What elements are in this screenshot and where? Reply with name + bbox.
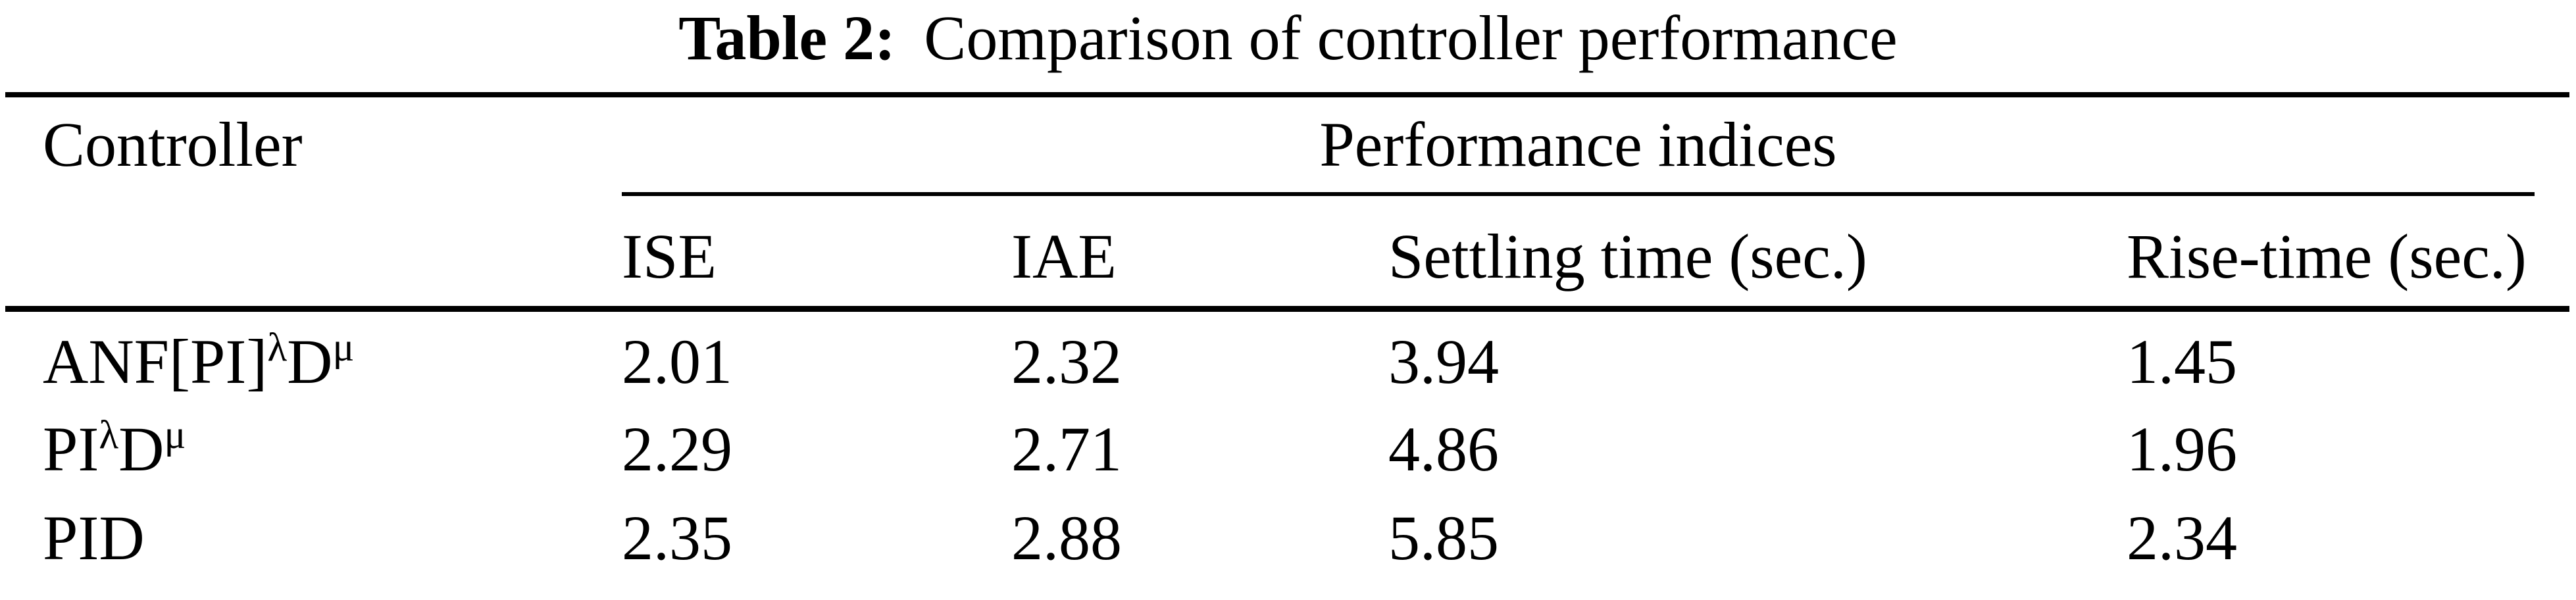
table-caption-label: Table 2:	[678, 3, 896, 73]
group-header-performance-indices: Performance indices	[1319, 109, 1837, 180]
table-cell-settling-time: 5.85	[1388, 503, 1499, 573]
table-cell-ise: 2.01	[622, 326, 732, 397]
controller-name: PID	[43, 503, 145, 573]
table-cell-iae: 2.32	[1011, 326, 1122, 397]
table-caption: Table 2: Comparison of controller perform…	[0, 7, 2576, 70]
superscript-mu: μ	[164, 413, 186, 458]
header-bottom-rule	[5, 306, 2569, 312]
column-header-rise-time: Rise-time (sec.)	[2127, 221, 2527, 291]
top-rule	[5, 92, 2569, 97]
controller-name: PIλDμ	[43, 413, 186, 484]
table-caption-text: Comparison of controller performance	[924, 3, 1898, 73]
table-cell-rise-time: 2.34	[2127, 503, 2237, 573]
table-cell-rise-time: 1.45	[2127, 326, 2237, 397]
table-cell-iae: 2.71	[1011, 414, 1122, 484]
superscript-lambda: λ	[267, 325, 288, 370]
superscript-lambda: λ	[99, 413, 119, 458]
column-header-settling-time: Settling time (sec.)	[1388, 221, 1867, 291]
controller-name: ANF[PI]λDμ	[43, 325, 355, 397]
table-cell-ise: 2.35	[622, 503, 732, 573]
table-cell-rise-time: 1.96	[2127, 414, 2237, 484]
table-cell-settling-time: 4.86	[1388, 414, 1499, 484]
column-header-controller: Controller	[43, 109, 303, 180]
table-cell-ise: 2.29	[622, 414, 732, 484]
column-header-ise: ISE	[622, 221, 717, 291]
group-header-underline	[622, 192, 2535, 196]
table-cell-settling-time: 3.94	[1388, 326, 1499, 397]
superscript-mu: μ	[332, 325, 355, 370]
table-cell-iae: 2.88	[1011, 503, 1122, 573]
column-header-iae: IAE	[1011, 221, 1117, 291]
